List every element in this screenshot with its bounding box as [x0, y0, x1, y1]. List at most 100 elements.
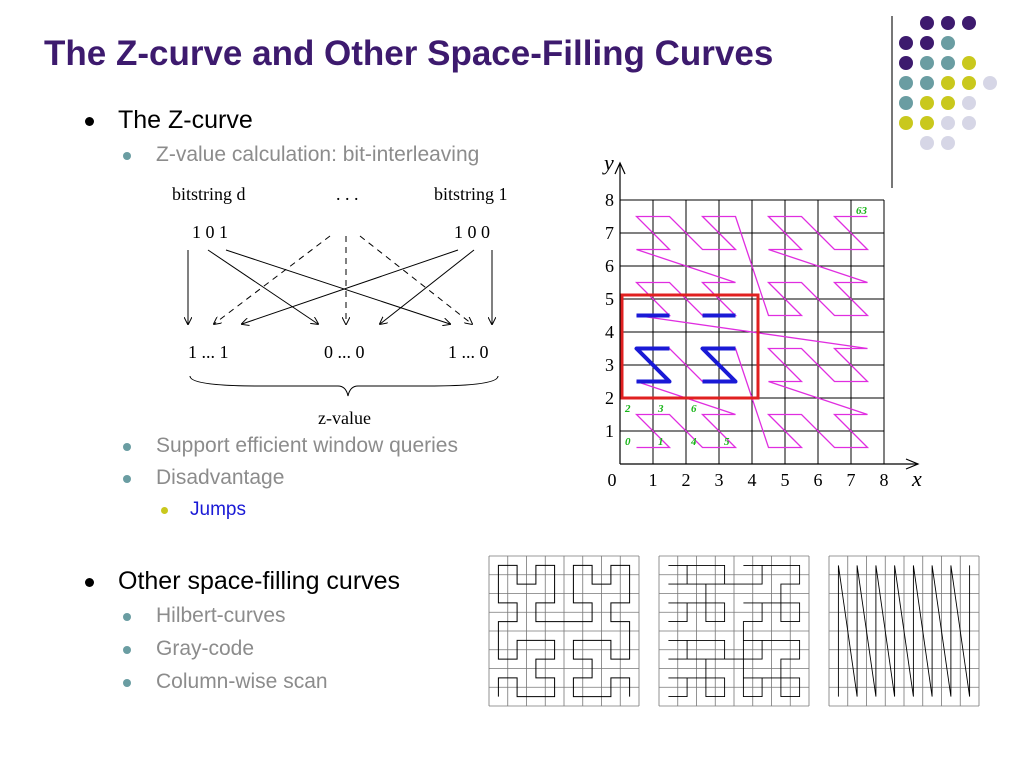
- cell-order-label: 1: [658, 436, 664, 448]
- x-tick-label: 1: [649, 470, 658, 490]
- x-tick-label: 0: [608, 470, 617, 490]
- decorative-dot: [962, 96, 976, 110]
- x-axis-arrow-icon: [905, 458, 920, 470]
- bullet-zcurve: The Z-curve: [85, 106, 253, 135]
- decorative-dot: [920, 76, 934, 90]
- column-scan-path: [837, 565, 971, 697]
- x-tick-label: 5: [781, 470, 790, 490]
- bitstring-d-label: bitstring d: [172, 184, 246, 204]
- decorative-dot: [941, 56, 955, 70]
- y-tick-label: 2: [605, 388, 614, 408]
- gray-code-grid: [658, 555, 810, 707]
- zvalue-brace: [189, 375, 499, 397]
- y-axis-label: y: [602, 150, 614, 175]
- bullet-marker: [85, 578, 94, 587]
- bullet-marker: [123, 152, 131, 160]
- x-tick-label: 3: [715, 470, 724, 490]
- bullet-other-curves-text: Other space-filling curves: [118, 567, 401, 595]
- decorative-dot: [920, 136, 934, 150]
- decorative-dot: [941, 96, 955, 110]
- bullet-hilbert-text: Hilbert-curves: [156, 604, 286, 627]
- decorative-dot: [899, 96, 913, 110]
- decorative-dot: [899, 76, 913, 90]
- decorative-dot: [983, 76, 997, 90]
- bullet-hilbert: Hilbert-curves: [123, 604, 286, 628]
- decorative-dot: [899, 116, 913, 130]
- bit-interleaving-diagram: bitstring d . . . bitstring 1 1 0 1 1 0 …: [172, 184, 508, 428]
- zcurve-grid: [620, 199, 885, 464]
- x-tick-label: 7: [847, 470, 856, 490]
- bullet-window-queries-text: Support efficient window queries: [156, 434, 458, 457]
- decorative-dot-grid: [899, 16, 997, 150]
- bullet-zvalue-calc-text: Z-value calculation: bit-interleaving: [156, 143, 480, 166]
- bullet-marker: [123, 679, 131, 687]
- bullet-window-queries: Support efficient window queries: [123, 434, 458, 458]
- query-path-segment: [634, 346, 672, 384]
- query-path-segment: [700, 346, 738, 384]
- bits-1-text: 1 0 0: [454, 222, 490, 242]
- column-scan-figure: [828, 555, 980, 707]
- bullet-zcurve-text: The Z-curve: [118, 106, 253, 134]
- slide-title: The Z-curve and Other Space-Filling Curv…: [44, 34, 774, 73]
- decorative-dot: [920, 96, 934, 110]
- zvalue-label: z-value: [318, 408, 371, 428]
- cell-order-label: 0: [625, 436, 631, 448]
- x-tick-label: 2: [682, 470, 691, 490]
- bullet-disadvantage: Disadvantage: [123, 466, 285, 490]
- decorative-dot: [962, 76, 976, 90]
- bullet-gray-code-text: Gray-code: [156, 637, 255, 660]
- bullet-jumps-text: Jumps: [190, 499, 246, 520]
- bullet-marker: [123, 613, 131, 621]
- bits-d-text: 1 0 1: [192, 222, 228, 242]
- gray-code-path: [668, 564, 801, 698]
- bullet-marker: [123, 646, 131, 654]
- bullet-gray-code: Gray-code: [123, 637, 255, 661]
- output-right-text: 1 ... 0: [448, 342, 489, 362]
- decorative-dot: [941, 36, 955, 50]
- cell-order-label: 3: [657, 403, 664, 415]
- output-mid-text: 0 ... 0: [324, 342, 365, 362]
- y-tick-label: 7: [605, 223, 614, 243]
- decorative-dot: [941, 136, 955, 150]
- decorative-dot: [920, 16, 934, 30]
- y-tick-label: 4: [605, 322, 614, 342]
- cell-order-label: 6: [691, 403, 697, 415]
- hilbert-grid: [488, 555, 640, 707]
- hilbert-curve-figure: [488, 555, 640, 707]
- bitstring-1-label: bitstring 1: [434, 184, 508, 204]
- bullet-column-scan-text: Column-wise scan: [156, 670, 328, 693]
- interleave-arrows: [188, 235, 492, 324]
- decorative-dot: [899, 36, 913, 50]
- query-window: [620, 293, 760, 400]
- bullet-zvalue-calc: Z-value calculation: bit-interleaving: [123, 143, 480, 167]
- cell-order-labels: 0 1 4 5 2 3 6 63: [624, 205, 868, 448]
- bullet-marker: [161, 507, 168, 514]
- bullet-marker: [123, 475, 131, 483]
- ellipsis-label: . . .: [336, 184, 359, 204]
- y-tick-label: 8: [605, 190, 614, 210]
- decorative-dot: [962, 116, 976, 130]
- x-tick-label: 6: [814, 470, 823, 490]
- decorative-dot: [899, 56, 913, 70]
- y-tick-label: 1: [605, 421, 614, 441]
- decorative-dot: [920, 36, 934, 50]
- bullet-marker: [123, 443, 131, 451]
- x-tick-label: 8: [880, 470, 889, 490]
- output-left-text: 1 ... 1: [188, 342, 229, 362]
- bullet-other-curves: Other space-filling curves: [85, 567, 401, 596]
- decorative-dot: [920, 116, 934, 130]
- x-axis-label: x: [911, 466, 922, 490]
- decorative-dot: [962, 16, 976, 30]
- bullet-marker: [85, 117, 94, 126]
- decorative-dot: [941, 16, 955, 30]
- decorative-dot: [941, 76, 955, 90]
- hilbert-curve-path: [497, 564, 631, 698]
- y-tick-label: 6: [605, 256, 614, 276]
- bullet-disadvantage-text: Disadvantage: [156, 466, 285, 489]
- cell-order-label: 4: [690, 436, 697, 448]
- cell-order-label: 63: [856, 205, 868, 217]
- cell-order-label: 5: [724, 436, 730, 448]
- query-path-segments: [634, 313, 738, 384]
